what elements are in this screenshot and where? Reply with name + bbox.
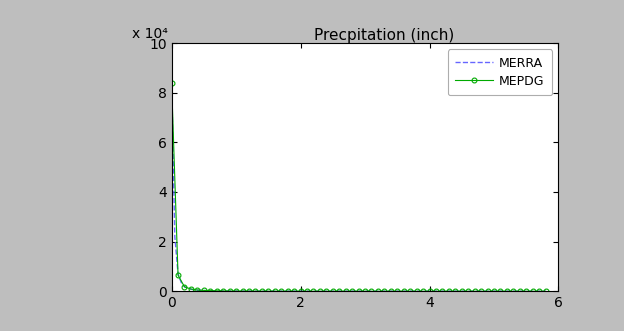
MERRA: [426, 289, 433, 293]
Legend: MERRA, MEPDG: MERRA, MEPDG: [448, 49, 552, 95]
MERRA: [297, 289, 305, 293]
Line: MERRA: MERRA: [172, 80, 545, 291]
MERRA: [245, 289, 253, 293]
MEPDG: [439, 289, 446, 293]
MERRA: [542, 289, 549, 293]
MERRA: [187, 287, 195, 291]
MEPDG: [207, 289, 214, 293]
MERRA: [220, 289, 227, 293]
MERRA: [193, 288, 201, 292]
MEPDG: [181, 285, 188, 289]
MERRA: [226, 289, 233, 293]
MERRA: [181, 285, 188, 289]
MERRA: [171, 235, 178, 239]
MERRA: [200, 289, 208, 293]
MERRA: [490, 289, 498, 293]
MERRA: [178, 281, 185, 285]
MERRA: [361, 289, 369, 293]
MEPDG: [361, 289, 369, 293]
MERRA: [232, 289, 240, 293]
MERRA: [265, 289, 272, 293]
MEPDG: [226, 289, 233, 293]
MERRA: [213, 289, 220, 293]
MERRA: [207, 289, 214, 293]
Text: x 10⁴: x 10⁴: [132, 26, 168, 41]
MEPDG: [168, 81, 175, 85]
MEPDG: [542, 289, 549, 293]
MERRA: [168, 78, 175, 82]
MEPDG: [265, 289, 272, 293]
Line: MEPDG: MEPDG: [169, 80, 548, 294]
MERRA: [174, 272, 182, 276]
Title: Precpitation (inch): Precpitation (inch): [314, 28, 454, 43]
